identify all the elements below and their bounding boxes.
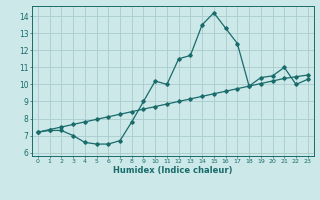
X-axis label: Humidex (Indice chaleur): Humidex (Indice chaleur) [113, 166, 233, 175]
